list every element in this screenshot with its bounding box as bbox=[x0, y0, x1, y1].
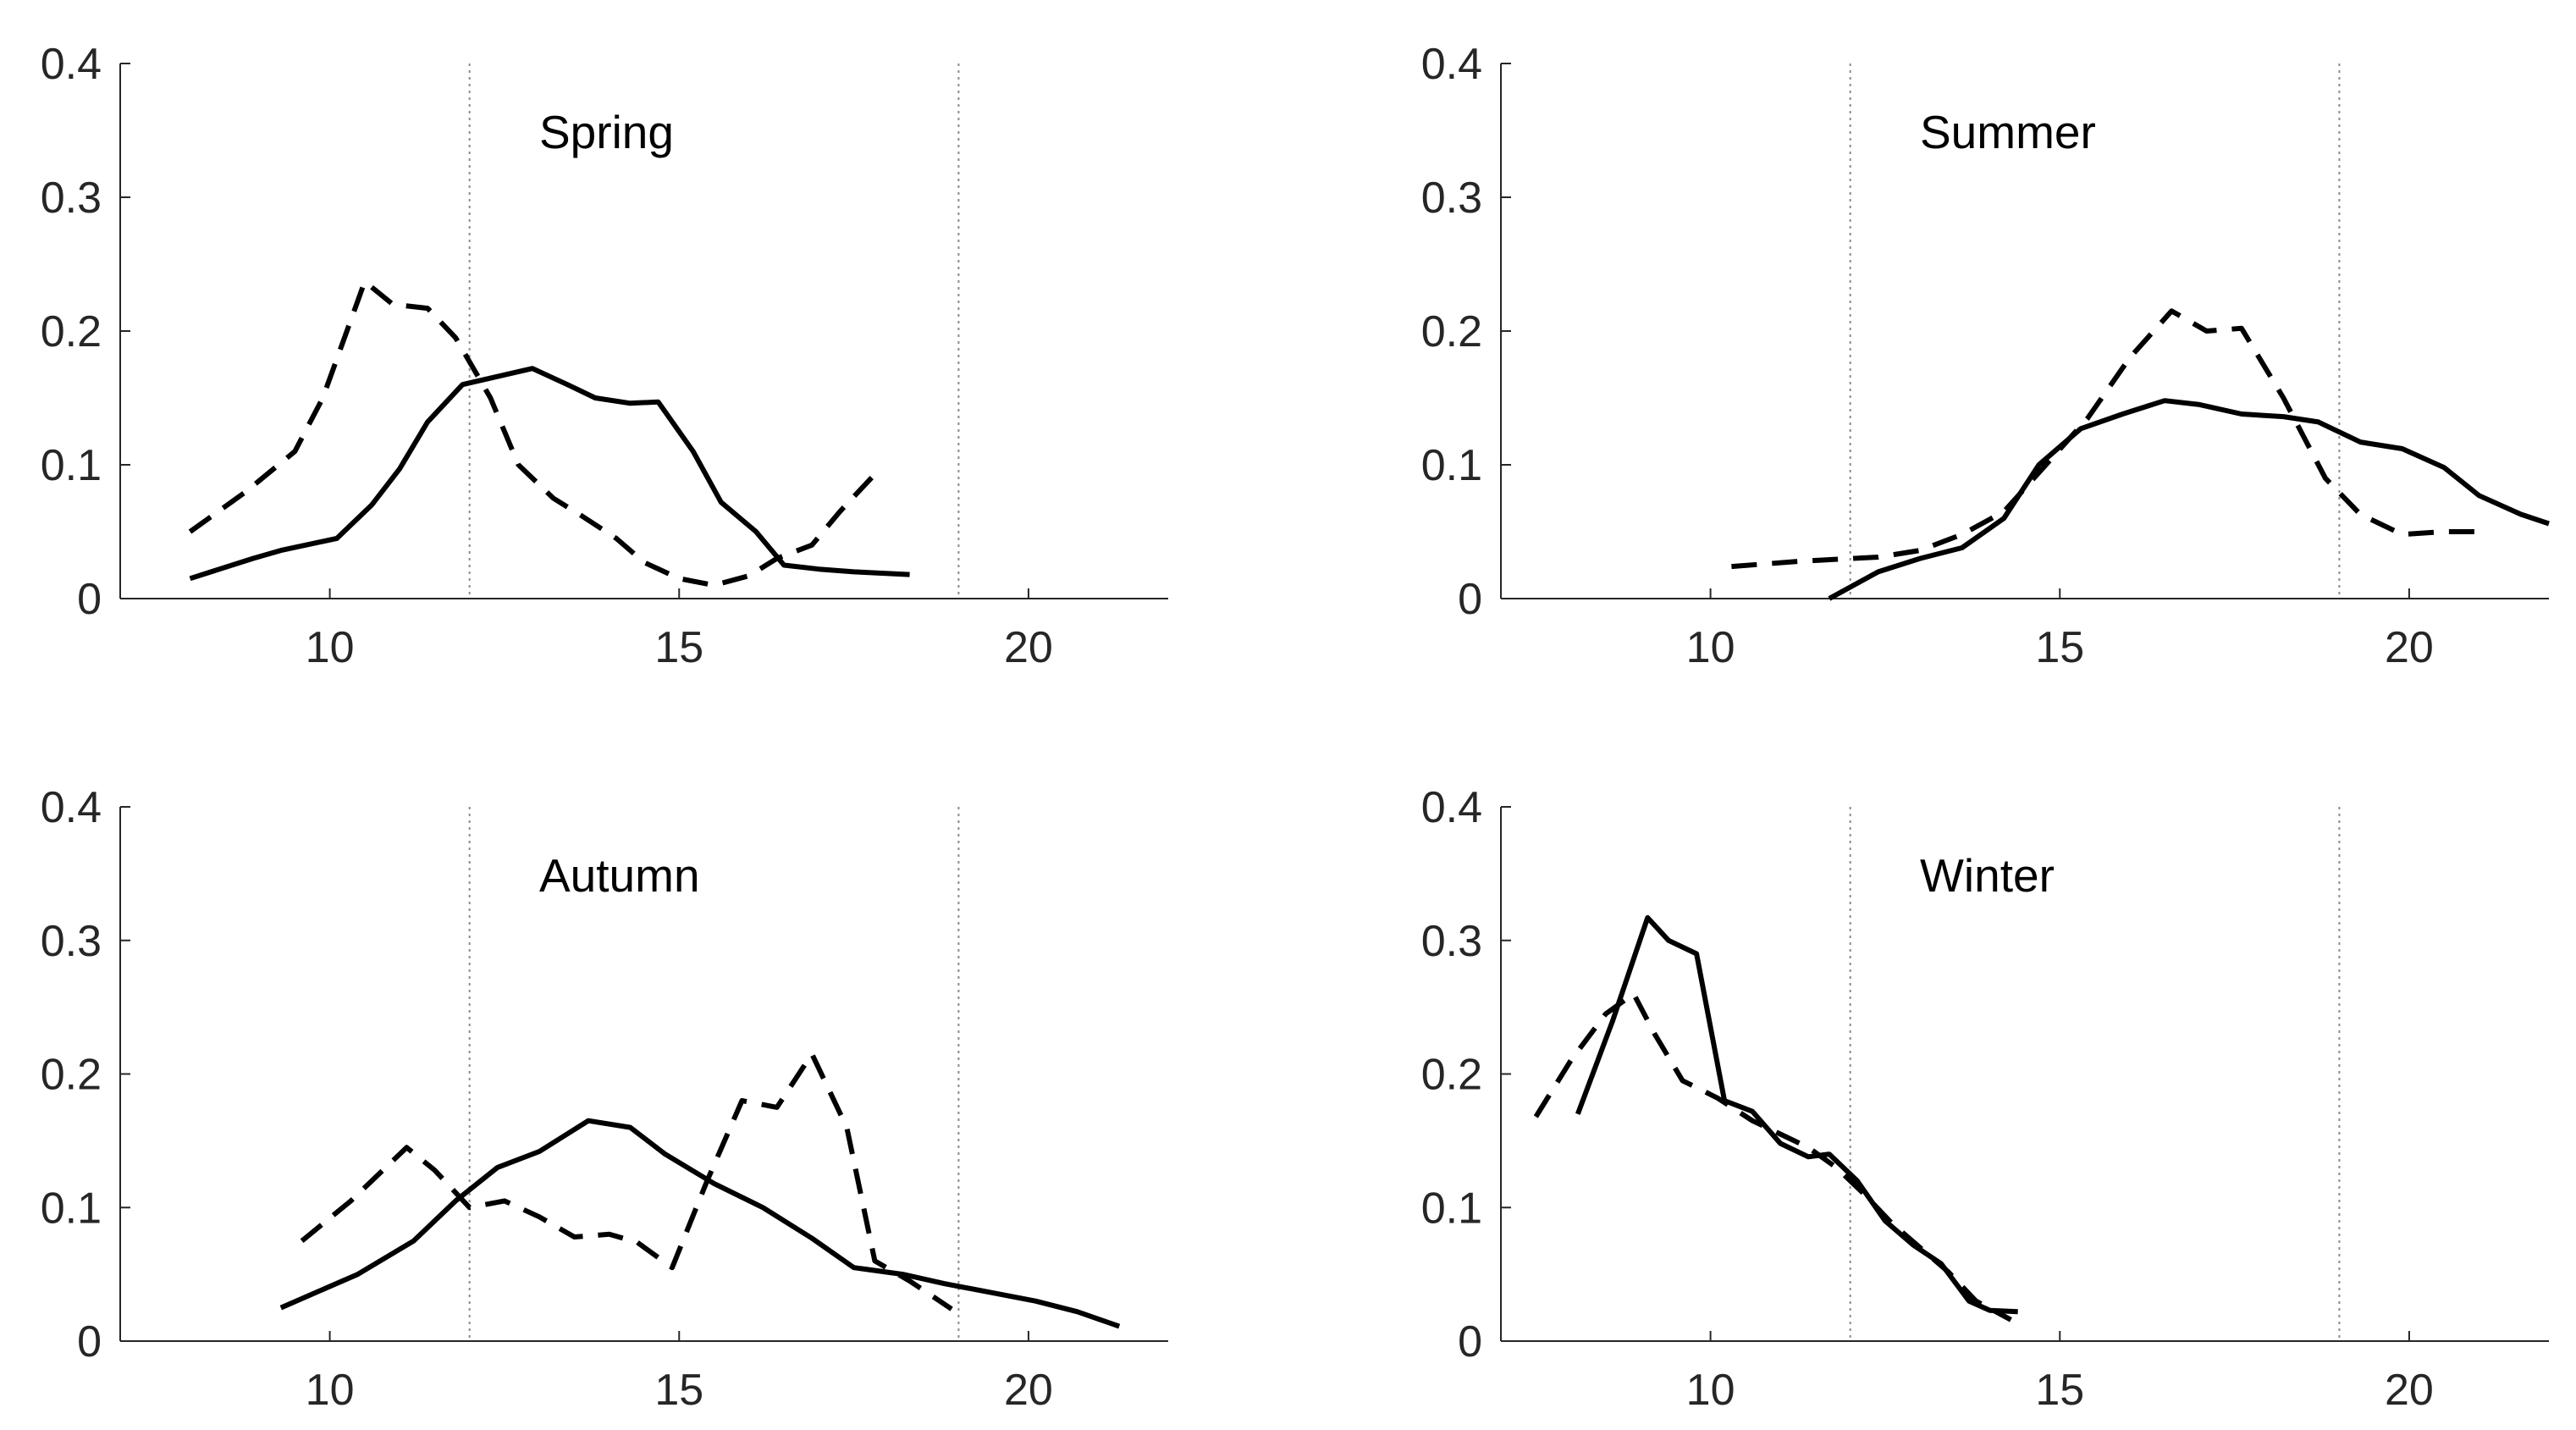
autumn-title: Autumn bbox=[539, 849, 700, 902]
summer-x-tick-label: 10 bbox=[1686, 623, 1735, 672]
summer-dashed-series-line bbox=[1731, 308, 2479, 570]
summer-y-tick-label: 0.3 bbox=[1421, 174, 1482, 223]
autumn-y-tick-label: 0.2 bbox=[41, 1051, 102, 1100]
spring-y-tick-label: 0.2 bbox=[41, 307, 102, 356]
spring-x-tick-label: 10 bbox=[306, 623, 355, 672]
summer-y-tick-label: 0.4 bbox=[1421, 40, 1482, 89]
autumn-x-tick-label: 10 bbox=[306, 1366, 355, 1415]
autumn-y-tick-label: 0 bbox=[77, 1317, 102, 1367]
winter-panel: 0 0.1 0.2 0.3 0.4 10 15 20 Winter bbox=[1421, 783, 2549, 1415]
spring-y-tick-label: 0.4 bbox=[41, 40, 102, 89]
spring-solid-series-line bbox=[189, 366, 910, 582]
winter-dashed-series-line bbox=[1533, 991, 2012, 1322]
spring-title: Spring bbox=[539, 106, 674, 158]
winter-x-tick-label: 15 bbox=[2035, 1366, 2084, 1415]
winter-y-tick-label: 0 bbox=[1458, 1317, 1482, 1367]
spring-panel: 0 0.1 0.2 0.3 0.4 10 15 20 Spring bbox=[41, 40, 1168, 672]
winter-y-tick-label: 0.1 bbox=[1421, 1184, 1482, 1233]
spring-y-tick-label: 0.3 bbox=[41, 174, 102, 223]
autumn-panel: 0 0.1 0.2 0.3 0.4 10 15 20 Autumn bbox=[41, 783, 1168, 1415]
summer-y-tick-label: 0.1 bbox=[1421, 441, 1482, 490]
winter-x-tick-label: 20 bbox=[2385, 1366, 2434, 1415]
spring-y-tick-label: 0 bbox=[77, 575, 102, 624]
autumn-y-tick-label: 0.4 bbox=[41, 783, 102, 832]
autumn-y-tick-label: 0.1 bbox=[41, 1184, 102, 1233]
spring-y-tick-label: 0.1 bbox=[41, 441, 102, 490]
summer-solid-series-line bbox=[1828, 398, 2550, 601]
summer-panel: 0 0.1 0.2 0.3 0.4 10 15 20 Summer bbox=[1421, 40, 2550, 672]
winter-solid-series-line bbox=[1575, 914, 2018, 1315]
summer-x-tick-label: 15 bbox=[2035, 623, 2084, 672]
autumn-x-tick-label: 20 bbox=[1004, 1366, 1053, 1415]
summer-y-tick-label: 0.2 bbox=[1421, 307, 1482, 356]
winter-y-tick-label: 0.2 bbox=[1421, 1051, 1482, 1100]
winter-title: Winter bbox=[1920, 849, 2055, 902]
autumn-solid-series-line bbox=[279, 1118, 1121, 1329]
winter-y-tick-label: 0.4 bbox=[1421, 783, 1482, 832]
summer-y-tick-label: 0 bbox=[1458, 575, 1482, 624]
autumn-y-tick-label: 0.3 bbox=[41, 917, 102, 966]
autumn-dashed-series-line bbox=[300, 1051, 953, 1311]
spring-dashed-series-line bbox=[188, 279, 877, 588]
summer-x-tick-label: 20 bbox=[2385, 623, 2434, 672]
summer-title: Summer bbox=[1920, 106, 2096, 158]
winter-x-tick-label: 10 bbox=[1686, 1366, 1735, 1415]
autumn-x-tick-label: 15 bbox=[654, 1366, 703, 1415]
spring-x-tick-label: 15 bbox=[654, 623, 703, 672]
spring-x-tick-label: 20 bbox=[1004, 623, 1053, 672]
winter-y-tick-label: 0.3 bbox=[1421, 917, 1482, 966]
